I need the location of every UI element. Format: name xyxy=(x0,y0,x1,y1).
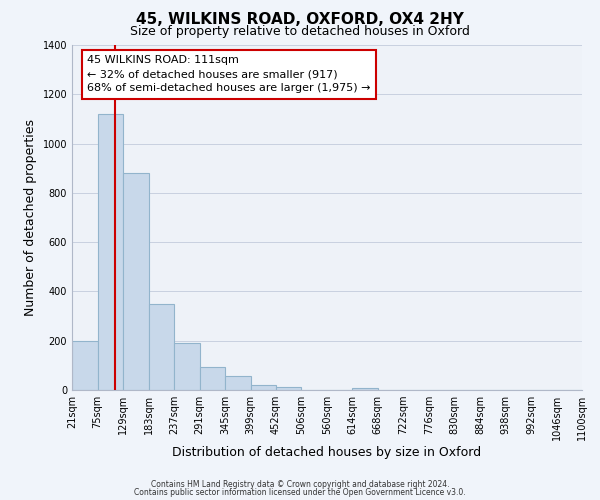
Bar xyxy=(149,304,174,390)
Y-axis label: Number of detached properties: Number of detached properties xyxy=(24,119,37,316)
Text: Size of property relative to detached houses in Oxford: Size of property relative to detached ho… xyxy=(130,25,470,38)
Text: Contains public sector information licensed under the Open Government Licence v3: Contains public sector information licen… xyxy=(134,488,466,497)
Bar xyxy=(225,376,251,390)
Text: 45, WILKINS ROAD, OXFORD, OX4 2HY: 45, WILKINS ROAD, OXFORD, OX4 2HY xyxy=(136,12,464,28)
Bar xyxy=(276,387,301,390)
Bar xyxy=(72,340,98,390)
Bar xyxy=(352,388,378,390)
Text: Contains HM Land Registry data © Crown copyright and database right 2024.: Contains HM Land Registry data © Crown c… xyxy=(151,480,449,489)
Text: 45 WILKINS ROAD: 111sqm
← 32% of detached houses are smaller (917)
68% of semi-d: 45 WILKINS ROAD: 111sqm ← 32% of detache… xyxy=(88,56,371,94)
Bar xyxy=(123,173,149,390)
Bar xyxy=(200,366,225,390)
X-axis label: Distribution of detached houses by size in Oxford: Distribution of detached houses by size … xyxy=(172,446,482,458)
Bar xyxy=(98,114,123,390)
Bar xyxy=(174,343,200,390)
Bar xyxy=(251,385,276,390)
